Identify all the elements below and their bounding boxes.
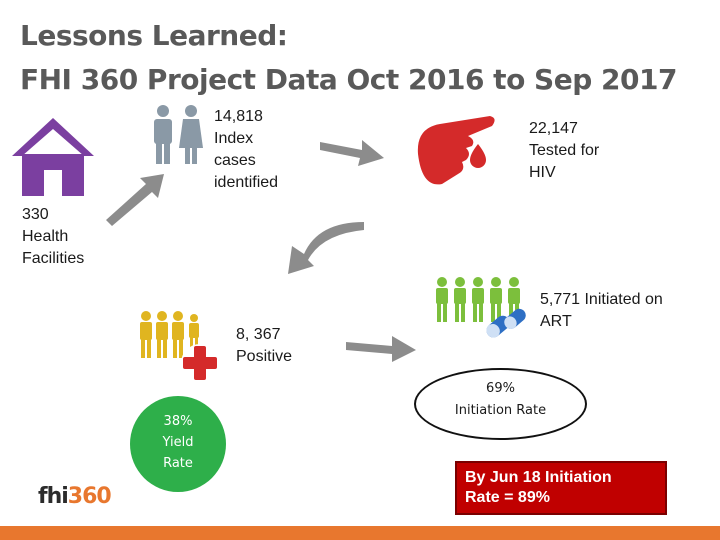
callout-box: By Jun 18 Initiation Rate = 89% <box>455 461 667 515</box>
medical-cross-icon <box>181 344 219 382</box>
callout-line-2: Rate = 89% <box>465 489 550 506</box>
positive-text: 8, 367 Positive <box>236 324 292 368</box>
index-line-4: identified <box>214 174 279 191</box>
finger-blood-icon <box>417 116 495 185</box>
facilities-text: 330 Health Facilities <box>22 204 84 270</box>
pills-icon <box>486 308 526 338</box>
couple-icon <box>154 105 203 164</box>
initiation-label: Initiation Rate <box>454 403 547 418</box>
index-line-1: 14,818 <box>214 108 263 125</box>
index-line-2: Index <box>214 130 254 147</box>
positive-line-2: Positive <box>236 348 293 365</box>
tested-line-2: Tested for <box>529 142 600 159</box>
tested-line-1: 22,147 <box>529 120 578 137</box>
yield-rate-circle: 38% Yield Rate <box>130 396 226 492</box>
bottom-bar <box>0 526 720 540</box>
facilities-line-2: Health <box>22 228 69 245</box>
initiated-line-1: 5,771 Initiated on <box>540 291 663 308</box>
title-line-1: Lessons Learned: <box>20 19 288 52</box>
arrow-curved-left-icon <box>288 222 364 274</box>
index-line-3: cases <box>214 152 256 169</box>
house-icon <box>12 118 94 196</box>
initiated-line-2: ART <box>540 313 572 330</box>
positive-line-1: 8, 367 <box>236 326 281 343</box>
logo-fhi: fhi <box>38 484 69 509</box>
tested-text: 22,147 Tested for HIV <box>529 118 599 184</box>
yield-value: 38% <box>163 414 193 429</box>
page-title: Lessons Learned: FHI 360 Project Data Oc… <box>20 14 710 102</box>
group-icon <box>436 277 520 322</box>
index-cases-text: 14,818 Index cases identified <box>214 106 278 194</box>
arrow-right-icon <box>320 140 384 166</box>
facilities-line-1: 330 <box>22 206 49 223</box>
yield-label-1: Yield <box>162 435 194 450</box>
initiation-rate-ellipse: 69% Initiation Rate <box>414 368 587 440</box>
facilities-line-3: Facilities <box>22 250 85 267</box>
fhi360-logo: fhi360 <box>38 484 112 509</box>
callout-line-1: By Jun 18 Initiation <box>465 469 612 486</box>
yield-label-2: Rate <box>163 456 193 471</box>
initiated-text: 5,771 Initiated on ART <box>540 289 663 333</box>
family-icon <box>140 311 199 358</box>
arrow-right-2-icon <box>346 336 416 362</box>
initiation-value: 69% <box>486 381 515 396</box>
logo-360: 360 <box>67 484 112 509</box>
arrow-up-icon <box>106 174 164 226</box>
tested-line-3: HIV <box>529 164 556 181</box>
title-line-2: FHI 360 Project Data Oct 2016 to Sep 201… <box>20 63 677 96</box>
